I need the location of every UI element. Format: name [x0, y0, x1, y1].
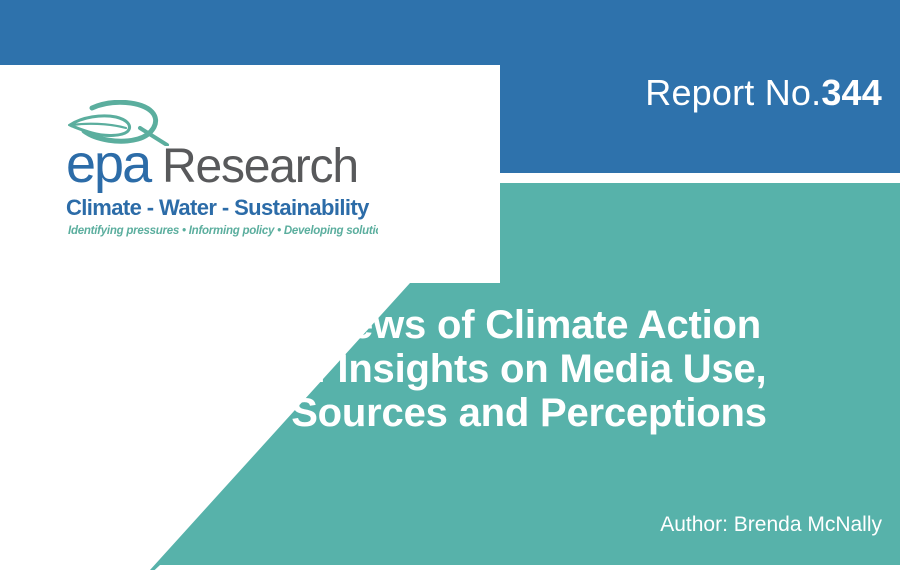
epa-strapline: Climate - Water - Sustainability: [66, 195, 371, 220]
svg-text:epa: epa: [66, 140, 153, 194]
epa-tagline-text: Identifying pressures • Informing policy…: [68, 225, 378, 237]
author-credit: Author: Brenda McNally: [660, 513, 882, 536]
title-line-2: in Ireland: Insights on Media Use,: [137, 347, 767, 391]
footer-white-strip: [145, 565, 900, 579]
svg-text:Research: Research: [162, 140, 358, 193]
epa-leaf-fish-swoosh-icon: [68, 100, 169, 146]
report-title: Citizens’ Views of Climate Action in Ire…: [26, 303, 878, 435]
epa-strapline-text: Climate - Water - Sustainability: [66, 195, 370, 220]
title-line-3: Trusted Sources and Perceptions: [137, 391, 767, 435]
epa-research-logo: epa Research Climate - Water - Sustainab…: [62, 100, 382, 240]
report-number-value: 344: [821, 72, 882, 113]
epa-research-wordmark: epa Research: [66, 140, 359, 194]
logo-white-panel: [0, 65, 500, 283]
report-number-label: Report No.: [645, 72, 822, 113]
title-line-1: Citizens’ Views of Climate Action: [143, 303, 761, 347]
epa-tagline: Identifying pressures • Informing policy…: [68, 225, 378, 237]
report-number: Report No.344: [645, 70, 882, 116]
